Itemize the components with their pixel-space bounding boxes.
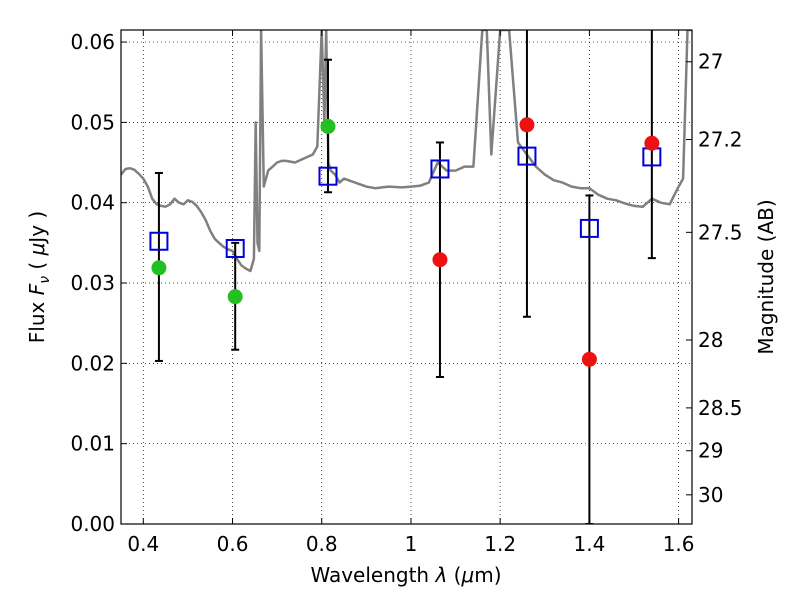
- y-tick-label: 0.03: [70, 271, 115, 295]
- observed-flux-point: [581, 351, 597, 367]
- observed-flux-point: [519, 117, 535, 133]
- y2-axis-label: Magnitude (AB): [754, 199, 778, 354]
- plot-area: [121, 30, 692, 524]
- x-tick-label: 1.4: [573, 532, 605, 556]
- y-tick-label: 0.02: [70, 351, 115, 375]
- y-tick-label: 0.06: [70, 30, 115, 54]
- y-tick-label: 0.04: [70, 191, 115, 215]
- x-axis-label: Wavelength λ (μm): [310, 563, 501, 587]
- data-markers: [149, 117, 662, 367]
- y-axis-label: Flux Fν ( μJy ): [25, 211, 53, 343]
- x-tick-label: 0.8: [306, 532, 338, 556]
- model-flux-square: [517, 146, 537, 166]
- y2-tick-label: 30: [698, 483, 723, 507]
- observed-flux-point: [320, 118, 336, 134]
- y-tick-label: 0.05: [70, 110, 115, 134]
- axis-ticks: 0.4 0.6 0.8 1 1.2 1.4 1.6 0.00 0.01 0.02 0.03 0.04 0…: [70, 30, 743, 556]
- model-flux-square: [225, 238, 245, 258]
- model-spectrum-line: [121, 30, 692, 273]
- y2-tick-label: 27.2: [698, 128, 743, 152]
- y2-tick-label: 28.5: [698, 396, 743, 420]
- model-flux-square: [430, 159, 450, 179]
- x-tick-label: 1: [405, 532, 418, 556]
- y2-tick-label: 28: [698, 328, 723, 352]
- observed-flux-point: [432, 252, 448, 268]
- x-tick-label: 0.6: [217, 532, 249, 556]
- y2-tick-label: 29: [698, 439, 723, 463]
- model-flux-square: [318, 166, 338, 186]
- x-tick-label: 1.6: [663, 532, 695, 556]
- y2-tick-label: 27.5: [698, 220, 743, 244]
- x-tick-label: 1.2: [484, 532, 516, 556]
- model-flux-square: [149, 231, 169, 251]
- observed-flux-point: [151, 260, 167, 276]
- observed-flux-point: [644, 135, 660, 151]
- y-tick-label: 0.00: [70, 512, 115, 536]
- model-flux-square: [579, 218, 599, 238]
- y2-tick-label: 27: [698, 50, 723, 74]
- x-tick-label: 0.4: [127, 532, 159, 556]
- observed-flux-point: [227, 289, 243, 305]
- plot-frame: [120, 29, 693, 525]
- y-tick-label: 0.01: [70, 432, 115, 456]
